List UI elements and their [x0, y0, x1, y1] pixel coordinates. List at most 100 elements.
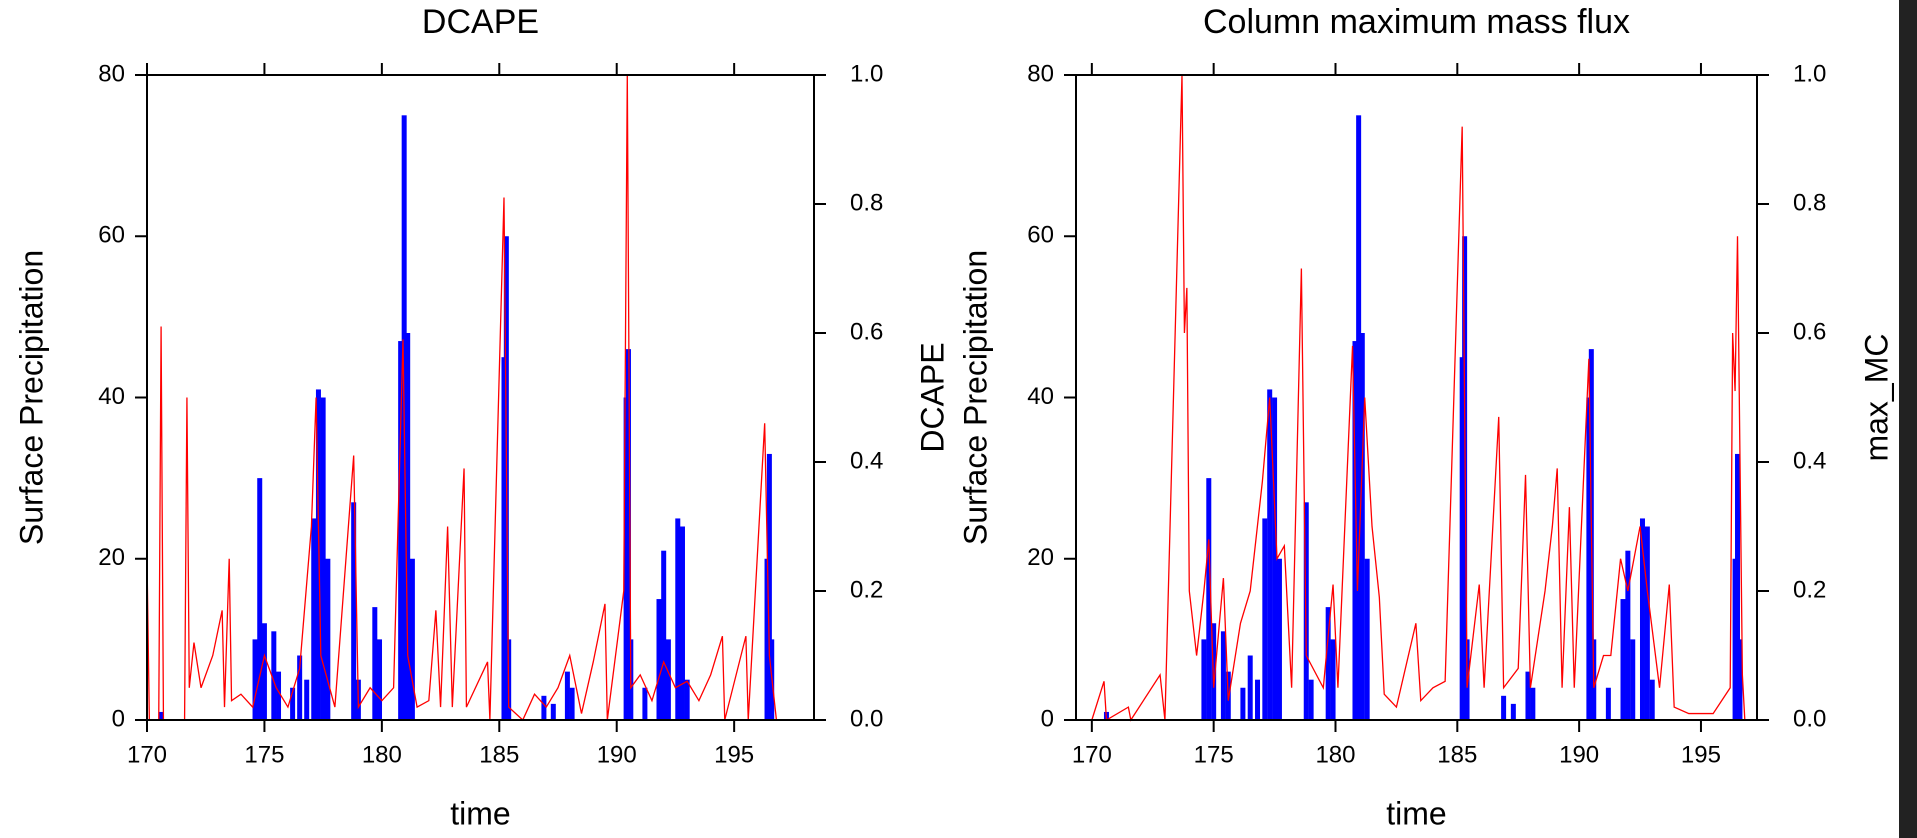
y-tick-label: 0: [112, 705, 125, 732]
bar: [290, 687, 296, 720]
x-axis-label: time: [450, 795, 510, 831]
bar: [1308, 679, 1314, 720]
y2-tick-label: 0.6: [1793, 318, 1826, 345]
y2-tick-label: 0.0: [850, 705, 883, 732]
bar: [1201, 639, 1207, 720]
x-tick-label: 195: [1681, 741, 1721, 768]
bar: [1364, 558, 1370, 720]
bar: [1272, 397, 1278, 720]
bar: [1267, 389, 1273, 720]
bar: [1639, 518, 1645, 720]
bar: [625, 349, 631, 720]
bar: [569, 687, 575, 720]
bar: [261, 623, 267, 720]
y2-tick-label: 0.6: [850, 318, 883, 345]
bar: [351, 502, 357, 720]
bar: [271, 631, 277, 720]
y2-tick-label: 0.8: [1793, 189, 1826, 216]
y-tick-label: 0: [1041, 705, 1054, 732]
chart-title: Column maximum mass flux: [1203, 3, 1630, 41]
bar: [1501, 695, 1507, 720]
x-tick-label: 185: [479, 741, 519, 768]
bar: [661, 550, 667, 720]
bar: [656, 599, 662, 720]
bar: [1262, 518, 1268, 720]
bar: [1649, 679, 1655, 720]
bar: [276, 671, 282, 720]
bar: [409, 558, 415, 720]
x-tick-label: 180: [1315, 741, 1355, 768]
bar: [665, 639, 671, 720]
bar: [550, 703, 556, 720]
y2-tick-label: 0.8: [850, 189, 883, 216]
bar: [1735, 453, 1741, 720]
bar: [1525, 671, 1531, 720]
y2-tick-label: 0.4: [850, 447, 883, 474]
bar: [1359, 333, 1365, 720]
y-tick-label: 80: [1027, 60, 1054, 87]
x-tick-label: 170: [127, 741, 167, 768]
bar: [679, 526, 685, 720]
line: [146, 74, 778, 722]
x-tick-label: 190: [1559, 741, 1599, 768]
bar: [158, 711, 164, 720]
bar: [564, 671, 570, 720]
bar: [398, 341, 404, 720]
bar: [304, 679, 310, 720]
bar: [325, 558, 331, 720]
y-axis-label: Surface Precipitation: [957, 250, 993, 545]
y2-tick-label: 1.0: [1793, 60, 1826, 87]
y-tick-label: 40: [98, 383, 125, 410]
x-tick-label: 195: [714, 741, 754, 768]
x-tick-label: 190: [597, 741, 637, 768]
x-axis-label: time: [1386, 795, 1446, 831]
bar: [1330, 639, 1336, 720]
y-tick-label: 20: [98, 544, 125, 571]
bar: [257, 478, 263, 720]
y-axis-label: Surface Precipitation: [13, 250, 49, 545]
bar: [252, 639, 258, 720]
bar: [766, 453, 772, 720]
bar: [684, 679, 690, 720]
chart-title: DCAPE: [422, 3, 539, 41]
bar: [1255, 679, 1261, 720]
x-tick-label: 185: [1437, 741, 1477, 768]
x-tick-label: 180: [362, 741, 402, 768]
y-tick-label: 20: [1027, 544, 1054, 571]
x-tick-label: 175: [244, 741, 284, 768]
y-tick-label: 40: [1027, 383, 1054, 410]
bar: [1276, 558, 1282, 720]
bar: [372, 607, 378, 720]
y2-tick-label: 1.0: [850, 60, 883, 87]
bar: [1510, 703, 1516, 720]
y-tick-label: 60: [1027, 222, 1054, 249]
bar: [675, 518, 681, 720]
y2-tick-label: 0.2: [850, 576, 883, 603]
bar: [311, 518, 317, 720]
bar: [1620, 599, 1626, 720]
y2-axis-label: DCAPE: [914, 342, 950, 452]
line: [1091, 74, 1746, 722]
bar: [1644, 526, 1650, 720]
bar: [1356, 115, 1362, 720]
y2-tick-label: 0.2: [1793, 576, 1826, 603]
plot-frame: [146, 74, 815, 721]
bar: [405, 333, 411, 720]
bar: [1206, 478, 1212, 720]
bar: [1530, 687, 1536, 720]
bar: [541, 695, 547, 720]
bar: [1247, 655, 1253, 720]
bar: [377, 639, 383, 720]
x-tick-label: 175: [1194, 741, 1234, 768]
bar: [1240, 687, 1246, 720]
bar: [1352, 341, 1358, 720]
y2-axis-label: max_MC: [1858, 333, 1894, 461]
bar: [320, 397, 326, 720]
bar: [1625, 550, 1631, 720]
bar: [297, 655, 303, 720]
bar: [1630, 639, 1636, 720]
bar: [1605, 687, 1611, 720]
y-tick-label: 60: [98, 222, 125, 249]
bar: [1325, 607, 1331, 720]
